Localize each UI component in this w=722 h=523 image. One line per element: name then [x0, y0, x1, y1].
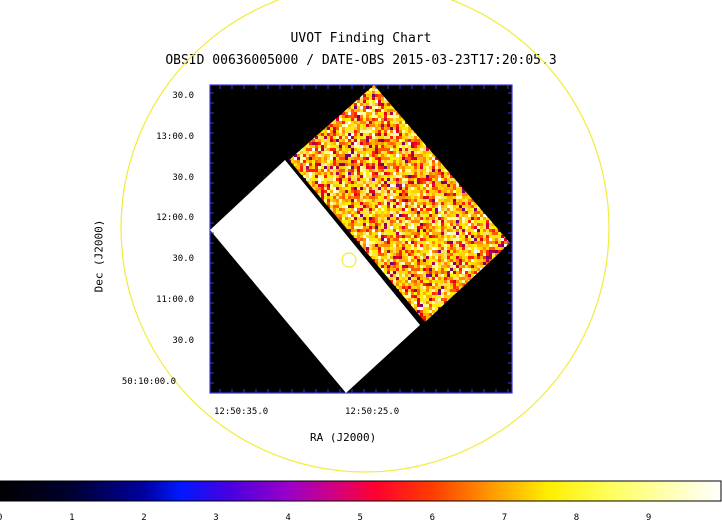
colorbar-tick-label: 0 [0, 514, 2, 523]
dec-tick-label: 50:10:00.0 [122, 378, 176, 387]
colorbar-tick-label: 9 [646, 514, 651, 523]
colorbar-tick-label: 6 [430, 514, 435, 523]
y-axis-label: Dec (J2000) [93, 220, 106, 293]
colorbar-tick-label: 8 [574, 514, 579, 523]
ra-tick-label: 12:50:35.0 [214, 408, 268, 417]
colorbar-tick-label: 2 [141, 514, 146, 523]
dec-tick-label: 13:00.0 [156, 133, 194, 142]
colorbar [0, 481, 721, 501]
dec-tick-label: 30.0 [172, 92, 194, 101]
dec-tick-label: 30.0 [172, 174, 194, 183]
dec-tick-label: 30.0 [172, 255, 194, 264]
colorbar-tick-label: 1 [69, 514, 74, 523]
dec-tick-label: 11:00.0 [156, 296, 194, 305]
dec-tick-label: 30.0 [172, 337, 194, 346]
colorbar-tick-label: 3 [213, 514, 218, 523]
x-axis-label: RA (J2000) [310, 432, 376, 443]
colorbar-tick-label: 7 [502, 514, 507, 523]
ra-tick-label: 12:50:25.0 [345, 408, 399, 417]
dec-tick-label: 12:00.0 [156, 214, 194, 223]
colorbar-tick-label: 4 [285, 514, 290, 523]
colorbar-tick-label: 5 [358, 514, 363, 523]
